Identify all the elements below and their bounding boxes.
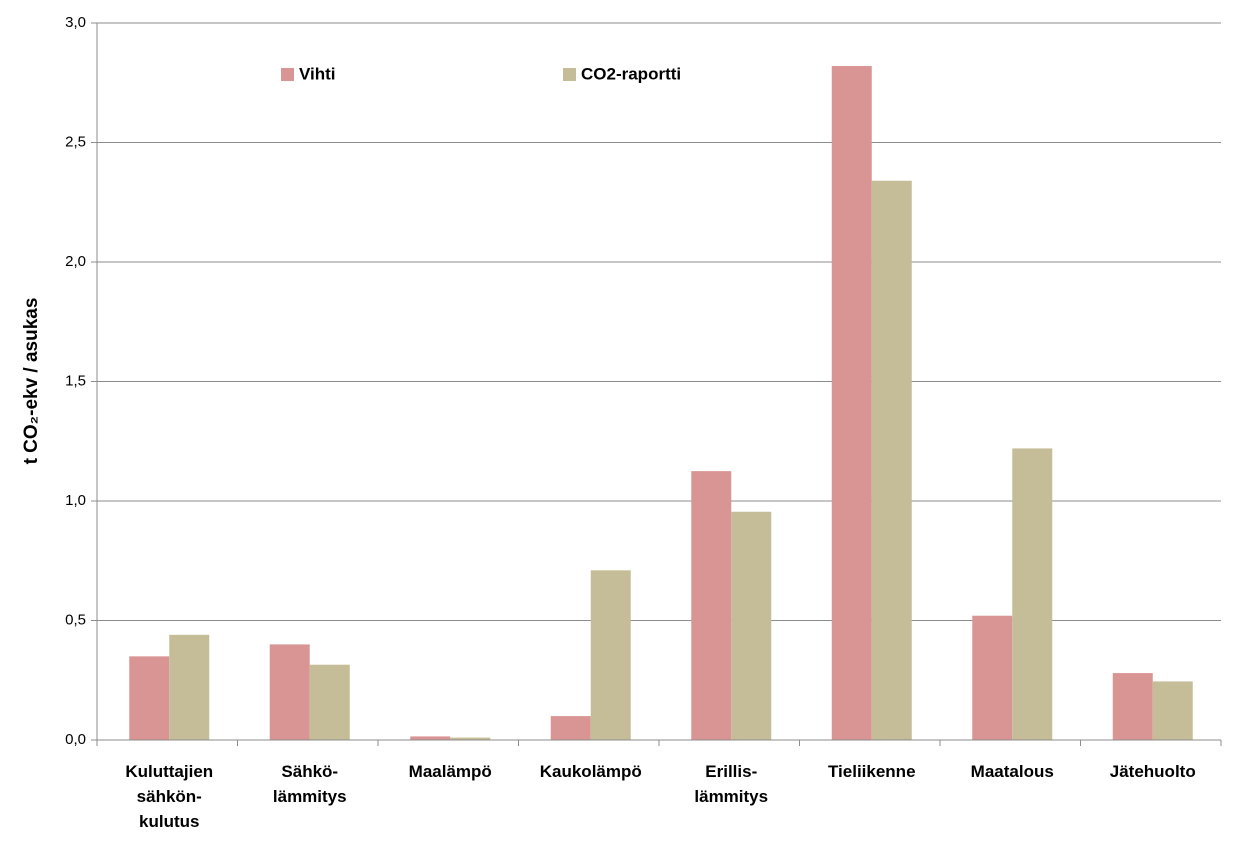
y-tick-label: 3,0 [65,14,86,31]
x-tick-label: Erillis-lämmitys [694,762,768,806]
bar [550,716,591,740]
x-tick-label: Kuluttajien sähkön-kulutus [125,762,213,831]
y-tick-label: 2,5 [65,133,86,150]
y-tick-label: 2,0 [65,253,86,270]
bar [1152,681,1193,740]
x-tick-label: Kaukolämpö [540,762,642,781]
bar [410,736,451,740]
bar [269,644,310,740]
bar [309,664,350,740]
bar [691,471,732,740]
bar [1112,673,1153,740]
y-tick-label: 0,5 [65,611,86,628]
y-tick-label: 1,0 [65,492,86,509]
bar [1012,448,1053,740]
bar [129,656,170,740]
legend-swatch [563,68,576,81]
x-tick-label: Jätehuolto [1110,762,1196,781]
bar [972,615,1013,740]
legend-label: Vihti [299,64,336,83]
x-tick-label: Maatalous [971,762,1054,781]
y-tick-label: 0,0 [65,731,86,748]
bar [590,570,631,740]
bar [831,66,872,740]
bar [169,634,210,740]
bar [871,180,912,741]
y-axis-label: t CO₂-ekv / asukas [21,298,42,465]
x-tick-label: Tieliikenne [828,762,916,781]
x-tick-label: Sähkö-lämmitys [273,762,347,806]
y-tick-label: 1,5 [65,372,86,389]
legend-swatch [281,68,294,81]
bar [450,737,491,740]
legend-label: CO2-raportti [581,64,681,83]
x-tick-label: Maalämpö [409,762,492,781]
bar [731,511,772,740]
